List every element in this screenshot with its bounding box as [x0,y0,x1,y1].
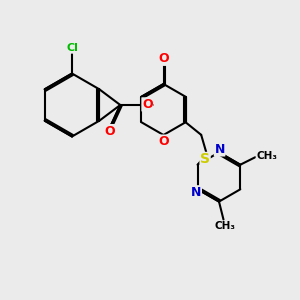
Text: Cl: Cl [66,43,78,53]
Text: CH₃: CH₃ [214,221,236,231]
Text: O: O [142,98,153,111]
Text: S: S [200,152,210,167]
Text: O: O [158,52,169,65]
Text: O: O [158,135,169,148]
Text: O: O [104,124,115,138]
Text: N: N [191,186,201,199]
Text: N: N [214,143,225,156]
Text: CH₃: CH₃ [256,151,277,161]
